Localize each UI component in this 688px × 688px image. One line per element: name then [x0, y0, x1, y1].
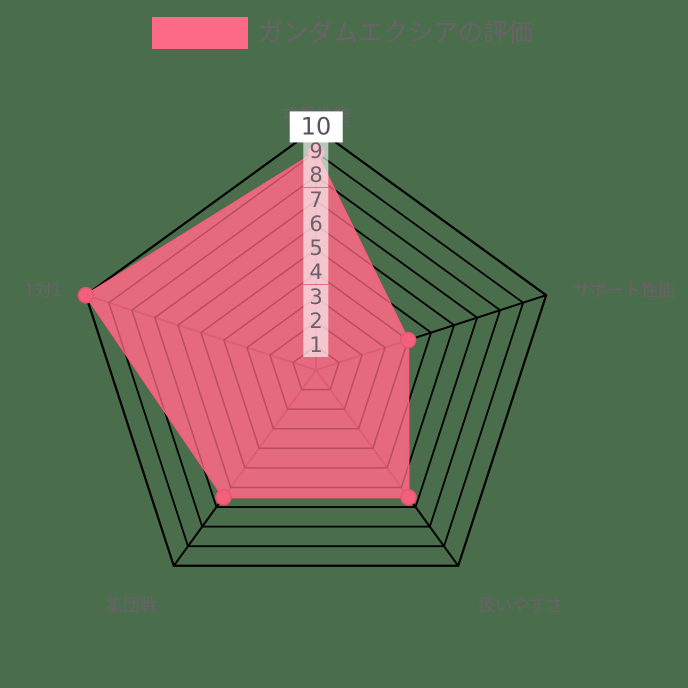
data-point[interactable] [400, 488, 417, 506]
axis-label-1: サポート性能 [573, 281, 675, 301]
tick-label-6: 6 [303, 211, 329, 237]
grid-ring-overlay [154, 199, 409, 498]
axis-label-3: 集団戦 [106, 596, 157, 616]
grid-ring-overlay [223, 272, 409, 450]
data-point[interactable] [77, 286, 95, 304]
chart-legend: ガンダムエクシアの評価 [152, 16, 533, 50]
tick-label-8: 8 [303, 162, 329, 188]
axis-label-2: 扱いやすさ [478, 596, 563, 616]
tick-label-5: 5 [303, 235, 329, 261]
data-point[interactable] [215, 488, 232, 506]
tick-label-9: 9 [303, 138, 329, 164]
tick-label-1: 1 [303, 332, 329, 358]
grid-ring-overlay [177, 223, 409, 489]
data-point[interactable] [399, 331, 417, 349]
legend-label: ガンダムエクシアの評価 [258, 18, 534, 47]
grid-ring-overlay [246, 296, 386, 430]
axis-label-4: 1対1 [24, 281, 63, 301]
tick-label-4: 4 [303, 259, 329, 285]
grid-ring-overlay [292, 344, 340, 391]
grid-ring-overlay [200, 248, 409, 469]
grid-ring [84, 126, 548, 567]
legend-swatch [152, 17, 248, 49]
tick-label-7: 7 [303, 187, 329, 213]
grid-ring-overlay [269, 320, 363, 410]
grid-ring-overlay [131, 175, 409, 498]
tick-label-2: 2 [303, 308, 329, 334]
tick-label-3: 3 [303, 284, 329, 310]
grid-ring-overlay [108, 152, 409, 498]
tick-label-10: 10 [289, 111, 343, 143]
